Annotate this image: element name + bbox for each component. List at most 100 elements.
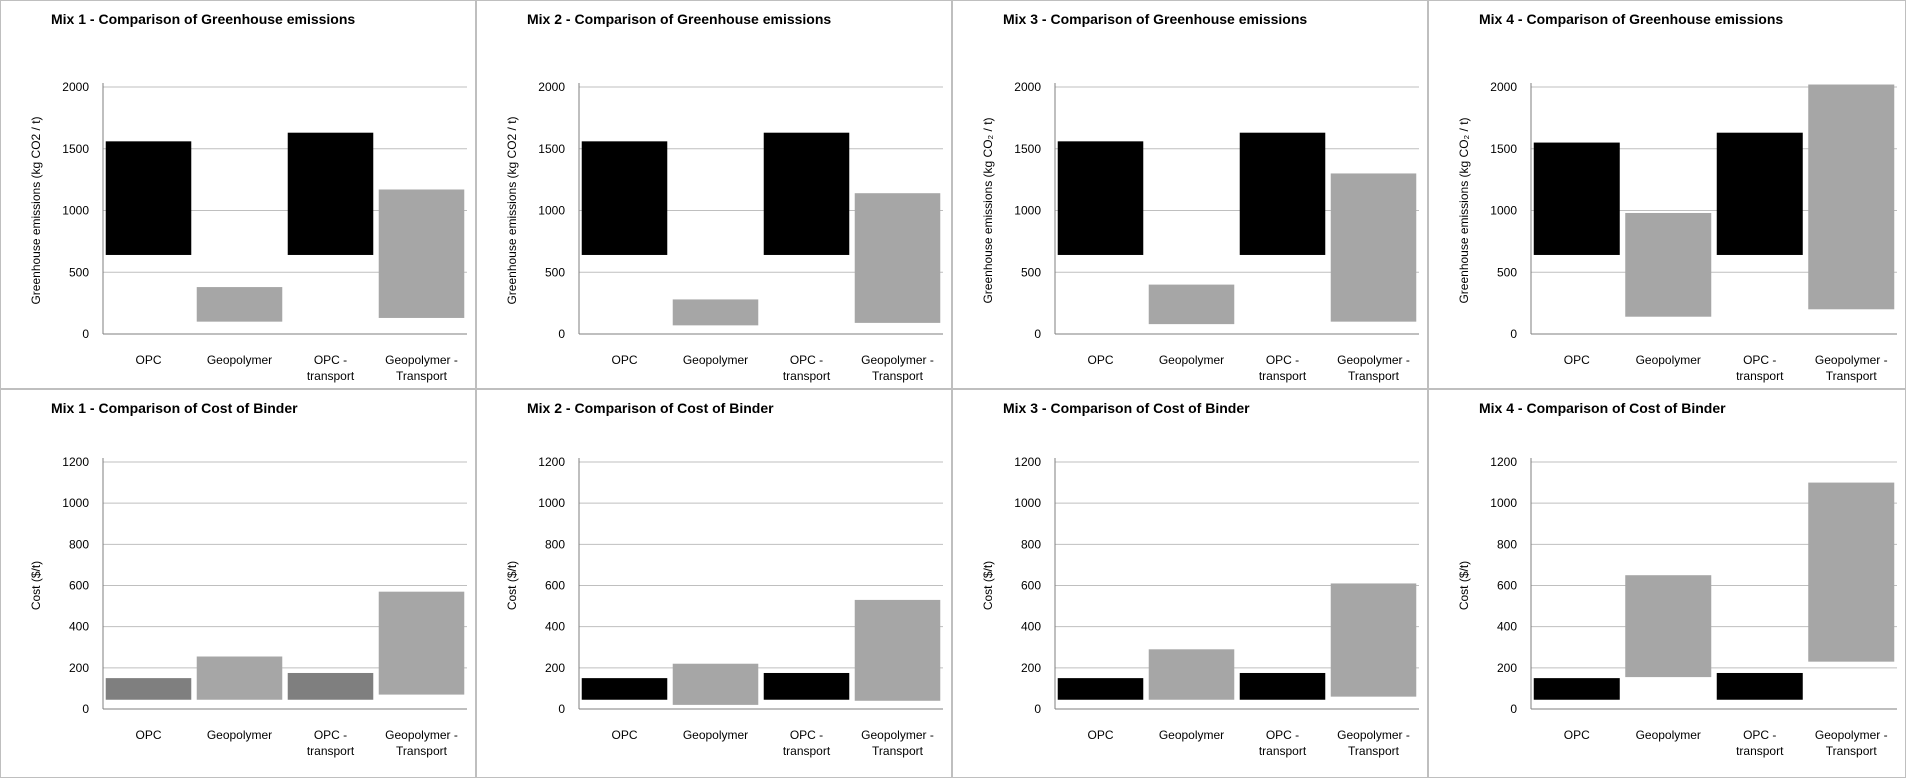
y-axis-label: Cost ($/t) — [29, 561, 43, 610]
chart-svg: Cost ($/t) 0 200 400 600 800 1000 1200 OPC Geopol… — [1457, 455, 1897, 758]
y-tick-label: 600 — [69, 579, 89, 593]
bar-2 — [672, 663, 759, 705]
chart-title: Mix 2 - Comparison of Cost of Binder — [527, 400, 774, 416]
bar-2 — [1625, 212, 1712, 317]
x-category-label: Geopolymer -Transport — [385, 728, 458, 758]
x-category-label: Geopolymer — [1159, 728, 1224, 742]
chart-panel-3: Mix 3 - Comparison of Greenhouse emissio… — [952, 0, 1428, 389]
y-tick-label: 1200 — [62, 455, 89, 469]
y-tick-label: 400 — [1497, 620, 1517, 634]
y-axis-label: Greenhouse emissions (kg CO2 / t) — [505, 116, 519, 304]
bar-2 — [1148, 284, 1235, 325]
bar-1 — [105, 141, 192, 255]
chart-svg: Cost ($/t) 0 200 400 600 800 1000 1200 OPC Geopol… — [505, 455, 943, 758]
y-tick-label: 1000 — [62, 204, 89, 218]
x-category-label: Geopolymer -Transport — [1337, 728, 1410, 758]
chart-title: Mix 3 - Comparison of Cost of Binder — [1003, 400, 1250, 416]
y-tick-label: 1000 — [62, 496, 89, 510]
x-category-label: Geopolymer — [1636, 728, 1701, 742]
chart-panel-1: Mix 1 - Comparison of Greenhouse emissio… — [0, 0, 476, 389]
y-tick-label: 200 — [1497, 661, 1517, 675]
y-tick-label: 200 — [545, 661, 565, 675]
x-category-label: OPC — [1564, 728, 1590, 742]
y-tick-label: 0 — [82, 702, 89, 716]
y-tick-label: 0 — [82, 327, 89, 341]
chart-svg: Greenhouse emissions (kg CO2 / t) 0 500 100… — [29, 80, 467, 383]
x-category-label: Geopolymer -Transport — [385, 353, 458, 383]
bar-4 — [378, 189, 465, 318]
chart-svg: Greenhouse emissions (kg CO₂ / t) 0 500 100… — [981, 80, 1419, 383]
y-tick-label: 600 — [1021, 579, 1041, 593]
bar-1 — [581, 141, 668, 255]
chart-panel-5: Mix 1 - Comparison of Cost of Binder Cost… — [0, 389, 476, 778]
chart-title: Mix 1 - Comparison of Cost of Binder — [51, 400, 298, 416]
chart-panel-4: Mix 4 - Comparison of Greenhouse emissio… — [1428, 0, 1906, 389]
y-tick-label: 500 — [69, 265, 89, 279]
y-tick-label: 1000 — [538, 204, 565, 218]
x-category-label: Geopolymer — [207, 728, 272, 742]
x-category-label: Geopolymer — [207, 353, 272, 367]
chart-panel-7: Mix 3 - Comparison of Cost of Binder Cost… — [952, 389, 1428, 778]
x-category-label: OPC — [1087, 728, 1113, 742]
bar-3 — [1716, 672, 1803, 700]
y-tick-label: 500 — [545, 265, 565, 279]
chart-svg: Greenhouse emissions (kg CO2 / t) 0 500 100… — [505, 80, 943, 383]
bar-2 — [1625, 575, 1712, 678]
x-category-label: OPC -transport — [307, 728, 355, 758]
bar-2 — [672, 299, 759, 326]
y-tick-label: 800 — [69, 537, 89, 551]
y-tick-label: 2000 — [1490, 80, 1517, 94]
y-axis-label: Cost ($/t) — [981, 561, 995, 610]
bar-4 — [854, 599, 941, 701]
x-category-label: Geopolymer — [683, 728, 748, 742]
x-category-label: OPC -transport — [1259, 728, 1307, 758]
y-tick-label: 200 — [69, 661, 89, 675]
y-tick-label: 0 — [1510, 327, 1517, 341]
bar-4 — [1808, 482, 1895, 662]
y-tick-label: 400 — [69, 620, 89, 634]
y-tick-label: 1500 — [1490, 142, 1517, 156]
x-category-label: Geopolymer -Transport — [1815, 353, 1888, 383]
y-tick-label: 2000 — [62, 80, 89, 94]
y-tick-label: 1000 — [1014, 496, 1041, 510]
bar-1 — [1533, 142, 1620, 255]
y-tick-label: 0 — [558, 327, 565, 341]
chart-title: Mix 4 - Comparison of Greenhouse emissio… — [1479, 11, 1784, 27]
y-tick-label: 1200 — [1490, 455, 1517, 469]
y-tick-label: 1500 — [538, 142, 565, 156]
chart-title: Mix 3 - Comparison of Greenhouse emissio… — [1003, 11, 1308, 27]
bar-3 — [763, 132, 850, 255]
bar-1 — [105, 678, 192, 700]
bar-1 — [1057, 678, 1144, 700]
bar-3 — [1239, 672, 1326, 700]
y-tick-label: 0 — [1034, 702, 1041, 716]
chart-title: Mix 4 - Comparison of Cost of Binder — [1479, 400, 1726, 416]
y-tick-label: 800 — [1021, 537, 1041, 551]
y-tick-label: 800 — [1497, 537, 1517, 551]
x-category-label: Geopolymer — [1636, 353, 1701, 367]
y-tick-label: 600 — [1497, 579, 1517, 593]
chart-title: Mix 1 - Comparison of Greenhouse emissio… — [51, 11, 356, 27]
y-tick-label: 400 — [545, 620, 565, 634]
bar-3 — [287, 132, 374, 255]
x-category-label: Geopolymer -Transport — [1337, 353, 1410, 383]
x-category-label: OPC -transport — [1259, 353, 1307, 383]
bar-4 — [378, 591, 465, 695]
bar-3 — [1716, 132, 1803, 255]
bar-2 — [196, 656, 283, 700]
x-category-label: OPC -transport — [1736, 728, 1784, 758]
x-category-label: Geopolymer -Transport — [1815, 728, 1888, 758]
bar-4 — [1330, 583, 1417, 697]
y-tick-label: 2000 — [538, 80, 565, 94]
chart-panel-2: Mix 2 - Comparison of Greenhouse emissio… — [476, 0, 952, 389]
bar-4 — [854, 193, 941, 323]
bar-4 — [1808, 84, 1895, 310]
x-category-label: OPC — [135, 728, 161, 742]
y-tick-label: 800 — [545, 537, 565, 551]
x-category-label: Geopolymer -Transport — [861, 728, 934, 758]
chart-title: Mix 2 - Comparison of Greenhouse emissio… — [527, 11, 832, 27]
y-axis-label: Greenhouse emissions (kg CO₂ / t) — [1457, 117, 1471, 303]
y-tick-label: 1500 — [62, 142, 89, 156]
bar-3 — [287, 672, 374, 700]
y-tick-label: 1200 — [538, 455, 565, 469]
